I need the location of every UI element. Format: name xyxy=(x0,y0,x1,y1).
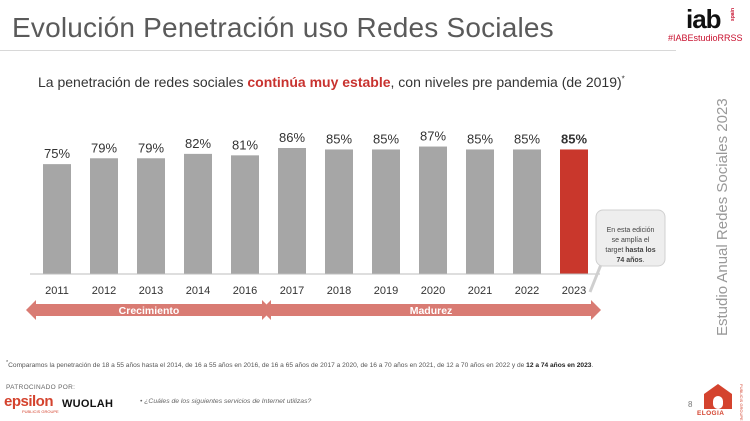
epsilon-logo: epsilon xyxy=(4,393,54,410)
bar-2021 xyxy=(466,149,494,274)
value-label-2017: 86% xyxy=(279,130,305,145)
value-label-2018: 85% xyxy=(326,131,352,146)
subtitle-text-end: , con niveles pre pandemia (de 2019) xyxy=(390,74,622,90)
page-title: Evolución Penetración uso Redes Sociales xyxy=(12,12,554,43)
tick-label-2021: 2021 xyxy=(468,285,492,297)
footnote-bold: 12 a 74 años en 2023 xyxy=(526,362,592,370)
value-label-2023: 85% xyxy=(561,131,587,146)
phase-label-1: Crecimiento xyxy=(119,305,180,317)
value-label-2013: 79% xyxy=(138,140,164,155)
tick-label-2017: 2017 xyxy=(280,285,304,297)
phase-arrow-2 xyxy=(261,300,601,320)
bar-2013 xyxy=(137,158,165,274)
subtitle-footnote-mark: * xyxy=(621,74,625,84)
hashtag: #IABEstudioRRSS xyxy=(668,33,743,43)
tick-label-2022: 2022 xyxy=(515,285,539,297)
phase-label-2: Madurez xyxy=(410,305,453,317)
value-label-2022: 85% xyxy=(514,131,540,146)
value-label-2012: 79% xyxy=(91,140,117,155)
bar-2020 xyxy=(419,146,447,274)
footnote-text: Comparamos la penetración de 18 a 55 año… xyxy=(8,362,527,370)
tick-label-2011: 2011 xyxy=(45,285,69,297)
wuolah-logo: WUOLAH xyxy=(62,398,114,410)
bar-2022 xyxy=(513,149,541,274)
callout-line-4: 74 años. xyxy=(616,257,644,264)
tick-label-2014: 2014 xyxy=(186,285,210,297)
bar-2019 xyxy=(372,149,400,274)
value-label-2011: 75% xyxy=(44,146,70,161)
chart-subtitle: La penetración de redes sociales continú… xyxy=(38,74,625,90)
footnote-mark: * xyxy=(6,360,9,366)
sponsored-label: PATROCINADO POR: xyxy=(6,384,76,391)
callout-pointer xyxy=(588,261,604,293)
elogia-house-icon xyxy=(704,384,732,409)
callout-box xyxy=(595,209,666,267)
tick-label-2018: 2018 xyxy=(327,285,351,297)
subtitle-highlight: continúa muy estable xyxy=(247,74,391,90)
tick-label-2012: 2012 xyxy=(92,285,116,297)
callout-line-3-plain: target xyxy=(605,247,625,254)
elogia-logo: ELOGIA xyxy=(697,410,725,417)
callout-line-4-bold: 74 años xyxy=(616,257,642,264)
value-label-2019: 85% xyxy=(373,131,399,146)
footnote: *Comparamos la penetración de 18 a 55 añ… xyxy=(6,360,593,369)
bar-2012 xyxy=(90,158,118,274)
callout-line-2: se amplía el xyxy=(612,237,650,244)
tick-label-2020: 2020 xyxy=(421,285,445,297)
value-label-2016: 81% xyxy=(232,137,258,152)
iab-logo: iab xyxy=(686,4,722,34)
tick-label-2016: 2016 xyxy=(233,285,257,297)
bar-2018 xyxy=(325,149,353,274)
tick-label-2019: 2019 xyxy=(374,285,398,297)
callout-line-3: target hasta los xyxy=(605,247,655,254)
bar-2014 xyxy=(184,153,212,274)
callout-line-3-bold: hasta los xyxy=(625,247,655,254)
survey-question: • ¿Cuáles de los siguientes servicios de… xyxy=(140,398,312,405)
value-label-2020: 87% xyxy=(420,129,446,144)
footnote-end: . xyxy=(591,362,594,370)
callout: En esta edición se amplía el target hast… xyxy=(588,209,666,293)
epsilon-logo-sub: PUBLICIS GROUPE xyxy=(22,409,59,414)
bar-2016 xyxy=(231,155,259,274)
callout-line-1: En esta edición xyxy=(607,227,655,234)
phase-arrow-1 xyxy=(26,300,272,320)
callout-line-4-end: . xyxy=(643,257,645,264)
bar-2017 xyxy=(278,148,306,274)
title-divider xyxy=(0,50,676,51)
subtitle-text-start: La penetración de redes sociales xyxy=(38,74,248,90)
tick-label-2023: 2023 xyxy=(562,285,586,297)
value-label-2014: 82% xyxy=(185,136,211,151)
tick-label-2013: 2013 xyxy=(139,285,163,297)
bar-2011 xyxy=(43,164,71,274)
value-label-2021: 85% xyxy=(467,131,493,146)
bar-2023 xyxy=(560,149,588,274)
page-number: 8 xyxy=(688,400,693,409)
survey-question-text: ¿Cuáles de los siguientes servicios de I… xyxy=(144,398,312,405)
elogia-logo-sub: PUBLICIS GROUPE xyxy=(739,384,744,421)
